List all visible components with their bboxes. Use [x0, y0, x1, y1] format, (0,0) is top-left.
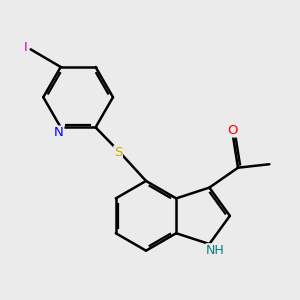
- Text: N: N: [54, 126, 64, 139]
- Text: O: O: [227, 124, 238, 137]
- Text: NH: NH: [206, 244, 225, 257]
- Text: S: S: [114, 146, 122, 159]
- Text: I: I: [24, 41, 27, 54]
